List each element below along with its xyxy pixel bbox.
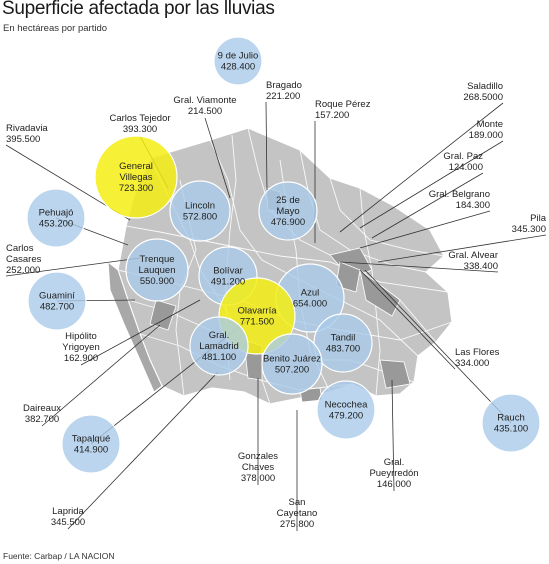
label-gral-paz: Gral. Paz 124.000 [443,151,483,173]
leader-gral-pueyrredon [391,379,395,492]
label-hipolito-yrigoyen: Hipólito Yrigoyen 162.900 [62,331,100,364]
bubble-lincoln [169,180,231,242]
bubble-9-de-julio [213,36,263,86]
bubble-guamini [27,271,87,331]
label-pila: Pila 345.300 [512,213,547,235]
label-monte: Monte 189.000 [469,119,503,141]
bubble-label-lincoln: Lincoln 572.800 [183,201,217,223]
province-west-strip [107,260,163,393]
bubble-label-25-de-mayo: 25 de Mayo 476.900 [271,195,305,228]
label-san-cayetano: San Cayetano 275.800 [277,497,318,530]
leader-bragado [265,101,268,193]
leader-pila [377,234,547,263]
bubble-label-gral-lamadrid: Gral. Lamadrid 481.100 [199,330,239,363]
bubble-label-general-villegas: General Villegas 723.300 [119,161,153,194]
bubble-label-rauch: Rauch 435.100 [494,413,528,435]
source-note: Fuente: Carbap / LA NACION [3,551,115,561]
bubble-label-trenque-lauquen: Trenque Lauquen 550.900 [139,254,176,287]
map-title: Superficie afectada por las lluvias [2,0,275,19]
leader-gral-alvear [339,261,499,273]
leader-hipolito-yrigoyen [80,299,201,366]
label-gral-belgrano: Gral. Belgrano 184.300 [429,189,490,211]
bubble-label-bolivar: Bolívar 491.200 [211,266,245,288]
bubble-label-olavarria: Olavarría 771.500 [237,306,277,328]
bubble-label-benito-juarez: Benito Juárez 507.200 [263,354,321,376]
leader-gral-viamonte [204,117,231,199]
bubble-gral-lamadrid [189,316,249,376]
bubble-general-villegas [94,135,178,219]
bubble-label-guamini: Guaminí 482.700 [39,291,75,313]
label-gral-viamonte: Gral. Viamonte 214.500 [173,95,236,117]
bubble-label-9-de-julio: 9 de Julio 428.400 [218,51,259,73]
label-roque-perez: Roque Pérez 157.200 [315,99,371,121]
bubble-necochea [316,380,376,440]
bubble-label-pehuajo: Pehuajó 453.200 [39,208,74,230]
bubble-trenque-lauquen [125,238,189,302]
leader-carlos-casares [5,257,141,277]
bubble-label-necochea: Necochea 479.200 [325,400,368,422]
label-carlos-tejedor: Carlos Tejedor 393.300 [109,113,170,135]
leader-rauch [364,269,512,424]
label-rivadavia: Rivadavia 395.500 [6,123,48,145]
leader-saladillo [339,102,504,233]
bubble-25-de-mayo [258,181,318,241]
leader-las-flores [359,269,456,370]
bubble-tapalque [61,414,121,474]
label-las-flores: Las Flores 334.000 [455,347,500,369]
bubble-label-azul: Azul 654.000 [293,288,327,310]
label-gonzales-chaves: Gonzales Chaves 378.000 [238,451,278,484]
bubble-label-tapalque: Tapalqué 414.900 [72,434,111,456]
bubble-rauch [481,393,541,453]
label-layer: 9 de Julio 428.400 Bragado 221.200 Gral. Via… [6,51,547,531]
label-gral-alvear: Gral. Alvear 338.400 [448,250,498,272]
bubble-layer [26,36,541,474]
label-laprida: Laprida 345.500 [51,506,85,528]
leader-gral-paz [371,172,484,239]
label-daireaux: Daireaux 382.700 [23,403,61,425]
label-carlos-casares: Carlos Casares 252.000 [6,243,42,276]
leader-daireaux [41,324,161,427]
label-saladillo: Saladillo 268.5000 [463,81,503,103]
leader-laprida [67,371,219,530]
label-gral-pueyrredon: Gral. Pueyrredón 146.000 [369,457,418,490]
map-subtitle: En hectáreas por partido [3,23,108,34]
bubble-label-tandil: Tandil 483.700 [326,333,360,355]
leader-gral-belgrano [359,210,491,249]
leader-monte [359,140,504,229]
label-bragado: Bragado 221.200 [266,80,302,102]
bubble-benito-juarez [261,333,323,395]
bubble-pehuajo [26,188,86,248]
